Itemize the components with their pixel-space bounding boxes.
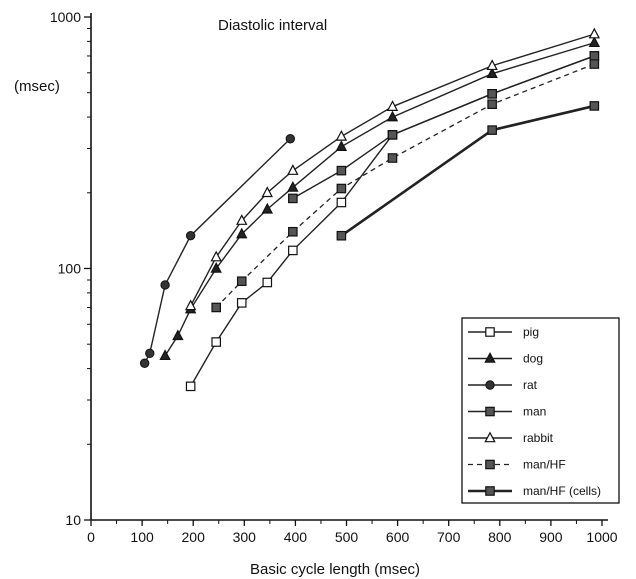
x-tick-label: 900	[539, 529, 563, 545]
legend-item-dog: dog	[468, 352, 543, 366]
data-point-man-hf	[487, 99, 497, 110]
legend-label-dog: dog	[523, 352, 543, 366]
y-tick-label: 10	[65, 512, 81, 528]
legend-item-rabbit: rabbit	[468, 431, 554, 445]
data-point-man-hf	[387, 153, 398, 163]
legend-label-man-hf: man/HF	[523, 458, 566, 472]
x-tick-label: 0	[87, 529, 95, 545]
data-point-rat	[160, 280, 170, 290]
data-point-rat	[139, 358, 150, 368]
series-line-man-hf	[215, 63, 595, 308]
legend-item-man-hf: man/HF	[468, 458, 566, 472]
data-point-dog	[159, 349, 171, 361]
data-point-man-hf	[288, 226, 298, 237]
x-axis-label: Basic cycle length (msec)	[250, 561, 420, 578]
data-point-dog	[287, 180, 299, 192]
x-tick-label: 300	[233, 529, 257, 545]
legend-item-man: man	[468, 405, 546, 419]
legend-label-rat: rat	[523, 378, 538, 392]
legend-marker-man-hf	[485, 459, 495, 470]
data-point-pig	[211, 337, 221, 347]
data-point-rat	[145, 348, 155, 359]
series-man-hf-cells	[336, 101, 600, 241]
legend-marker-rabbit	[484, 431, 496, 443]
legend-marker-rat	[485, 380, 495, 390]
data-point-man-hf-cells	[336, 230, 347, 241]
x-tick-label: 800	[488, 529, 512, 545]
data-point-rabbit	[236, 214, 248, 225]
legend-marker-pig	[485, 327, 495, 337]
legend-label-rabbit: rabbit	[523, 431, 554, 445]
data-point-dog	[588, 36, 601, 48]
y-tick-label: 100	[58, 261, 82, 277]
data-point-man-hf-cells	[589, 101, 600, 111]
data-point-pig	[262, 277, 273, 288]
x-tick-label: 200	[182, 529, 206, 545]
axes: 0 100 200 300 400 500 600 700 800 900 1000 10 100 100…	[50, 9, 618, 545]
data-point-man-hf-cells	[487, 125, 497, 135]
data-point-rabbit	[486, 59, 498, 71]
series-line-rabbit	[190, 33, 595, 307]
data-point-man	[387, 130, 398, 140]
data-point-man-hf	[336, 183, 347, 194]
data-point-man-hf	[211, 302, 221, 313]
series-rat	[139, 134, 295, 368]
series-line-rat	[144, 138, 291, 364]
data-point-dog	[335, 140, 348, 151]
legend-item-rat: rat	[468, 378, 538, 392]
data-point-rabbit	[335, 129, 348, 141]
data-point-rabbit	[184, 299, 197, 311]
data-point-rabbit	[287, 164, 299, 175]
data-point-dog	[236, 227, 248, 239]
legend-item-man-hf-cells: man/HF (cells)	[468, 484, 601, 498]
data-point-rat	[285, 134, 295, 144]
data-point-dog	[261, 202, 273, 214]
data-point-man-hf	[236, 276, 247, 287]
legend-item-pig: pig	[468, 325, 539, 339]
series-rabbit	[184, 27, 601, 311]
legend-label-man-hf-cells: man/HF (cells)	[523, 484, 601, 498]
x-tick-label: 100	[130, 529, 154, 545]
x-tick-label: 500	[335, 529, 359, 545]
x-tick-label: 400	[284, 529, 308, 545]
series-line-man	[292, 55, 595, 200]
legend-label-man: man	[523, 405, 546, 419]
legend-marker-man-hf-cells	[485, 486, 495, 496]
legend-marker-dog	[484, 352, 496, 363]
legend-label-pig: pig	[523, 325, 539, 339]
y-axis-label: (msec)	[14, 78, 60, 95]
series-man	[288, 51, 600, 204]
series-man-hf	[211, 59, 600, 313]
data-point-pig	[336, 197, 347, 208]
x-tick-label: 700	[437, 529, 461, 545]
y-tick-label: 1000	[50, 9, 81, 25]
data-point-man	[487, 89, 497, 99]
data-point-pig	[185, 381, 196, 392]
data-point-rabbit	[261, 186, 273, 198]
series-dog	[159, 36, 601, 361]
x-tick-label: 600	[386, 529, 410, 545]
data-point-man	[288, 193, 298, 204]
data-point-rabbit	[210, 250, 222, 262]
data-point-dog	[486, 67, 498, 79]
x-tick-label: 1000	[586, 529, 617, 545]
legend-marker-man	[485, 406, 495, 417]
data-point-dog	[210, 262, 222, 273]
data-point-man	[336, 165, 347, 176]
chart-title: Diastolic interval	[218, 17, 327, 34]
plot-area	[139, 27, 601, 392]
data-point-dog	[172, 329, 184, 341]
data-point-man	[589, 51, 600, 61]
data-point-rabbit	[588, 27, 601, 39]
legend: pig dog rat man rabbit man/HF man/HF (cells)	[461, 317, 620, 504]
data-point-dog	[386, 110, 399, 122]
data-point-pig	[236, 298, 247, 308]
data-point-man-hf	[589, 59, 600, 69]
data-point-rabbit	[386, 100, 399, 111]
data-point-rat	[185, 231, 196, 241]
data-point-pig	[288, 245, 298, 256]
series-line-dog	[164, 42, 595, 357]
